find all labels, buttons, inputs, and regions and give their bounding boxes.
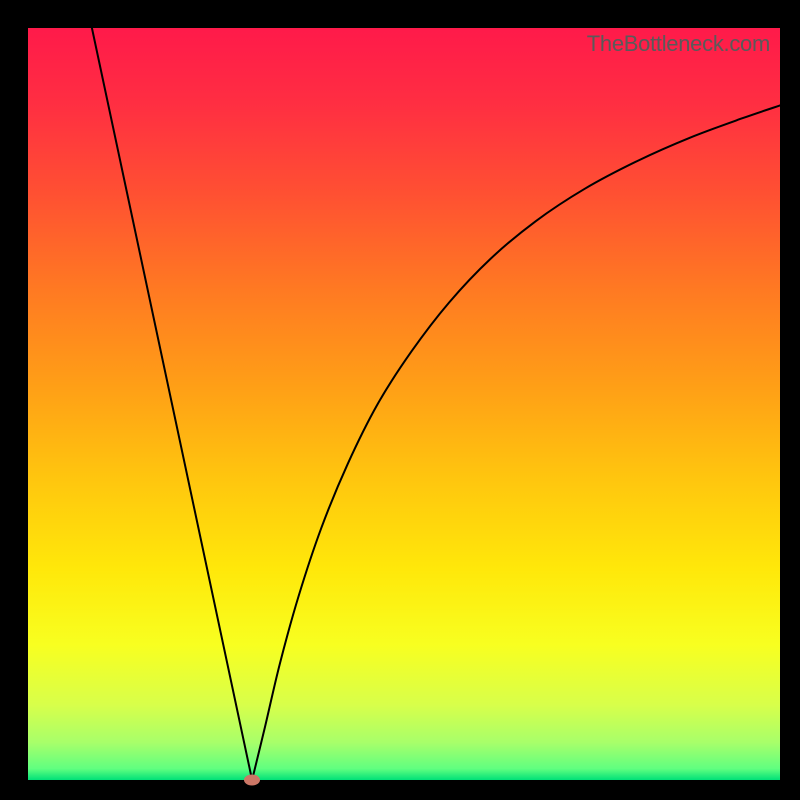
curve-layer [28, 28, 780, 780]
bottleneck-curve [92, 28, 780, 780]
chart-container: TheBottleneck.com [0, 0, 800, 800]
plot-area: TheBottleneck.com [28, 28, 780, 780]
optimum-marker [244, 775, 260, 786]
watermark-text: TheBottleneck.com [587, 31, 770, 57]
